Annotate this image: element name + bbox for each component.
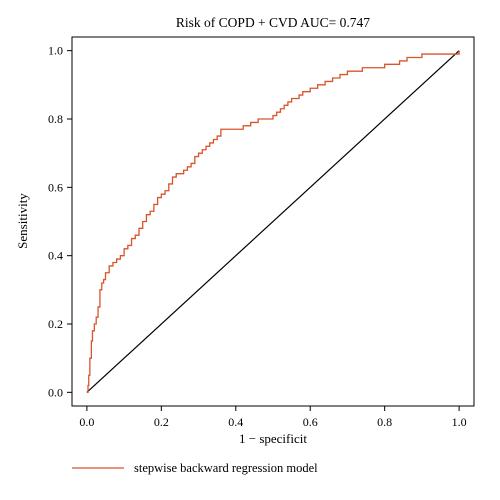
- x-tick-label: 0.0: [79, 415, 94, 429]
- plot-frame: [71, 36, 475, 407]
- x-tick-label: 0.2: [154, 415, 169, 429]
- y-tick-label: 0.6: [48, 180, 63, 194]
- legend-label: stepwise backward regression model: [134, 461, 318, 475]
- legend: stepwise backward regression model: [72, 461, 318, 475]
- reference-diagonal: [86, 50, 460, 393]
- roc-curve: [86, 50, 460, 393]
- x-axis-label: 1 − specificit: [239, 431, 307, 446]
- x-tick-label: 0.8: [377, 415, 392, 429]
- y-tick-label: 0.0: [48, 385, 63, 399]
- y-axis-label: Sensitivity: [15, 193, 30, 249]
- y-tick-label: 0.2: [48, 317, 63, 331]
- chart-title: Risk of COPD + CVD AUC= 0.747: [176, 15, 370, 30]
- y-tick-label: 0.4: [48, 249, 63, 263]
- y-tick-label: 1.0: [48, 44, 63, 58]
- y-tick-label: 0.8: [48, 112, 63, 126]
- y-axis: 0.0 0.2 0.4 0.6 0.8 1.0: [48, 44, 72, 399]
- x-tick-label: 1.0: [452, 415, 467, 429]
- x-axis: 0.0 0.2 0.4 0.6 0.8 1.0: [79, 406, 467, 429]
- x-tick-label: 0.6: [303, 415, 318, 429]
- x-tick-label: 0.4: [228, 415, 243, 429]
